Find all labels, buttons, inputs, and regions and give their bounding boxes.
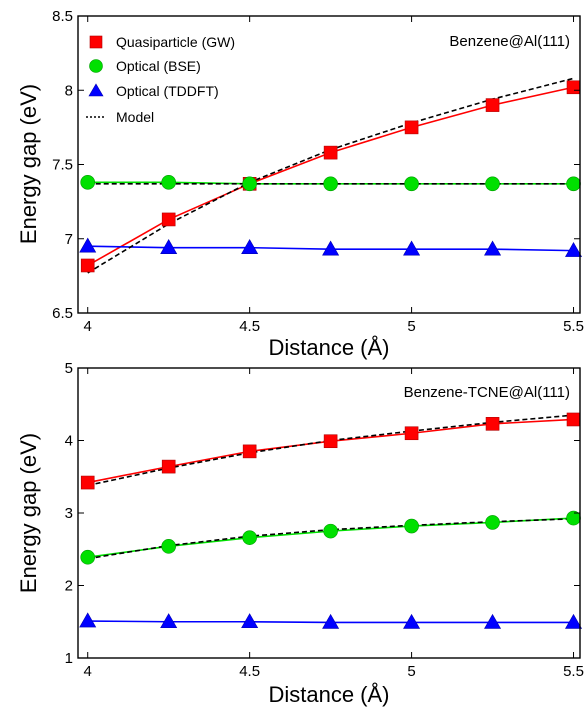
legend: Quasiparticle (GW) Optical (BSE) Optical…	[86, 34, 235, 125]
top-panel-marks	[79, 77, 583, 274]
bottom-panel: 4 4.5 5 5.5 1 2 3 4 5 Benzene-TCNE@Al(111) Dista…	[16, 360, 584, 707]
y-tick-label: 7	[65, 231, 73, 248]
bottom-panel-annotation: Benzene-TCNE@Al(111)	[404, 384, 570, 401]
y-tick-label: 5	[65, 360, 73, 377]
data-point-circle	[161, 175, 176, 190]
bottom-panel-marks	[79, 412, 583, 629]
data-point-square	[404, 120, 419, 135]
series-line-square	[87, 418, 574, 484]
bottom-panel-ticks: 4 4.5 5 5.5 1 2 3 4 5	[65, 360, 584, 680]
data-point-circle	[323, 176, 338, 192]
x-tick-label: 5.5	[563, 318, 584, 335]
legend-entry-model: Model	[86, 109, 154, 125]
data-point-triangle	[322, 613, 340, 629]
data-point-circle	[485, 176, 500, 192]
data-point-triangle	[79, 612, 97, 628]
top-panel: 4 4.5 5 5.5 6.5 7 7.5 8 8.5 Benzene@Al(111) Dist…	[16, 8, 584, 360]
data-point-square	[242, 444, 257, 459]
data-point-circle	[80, 549, 96, 565]
x-tick-label: 4	[84, 318, 92, 335]
data-point-circle	[404, 518, 419, 534]
top-x-axis-label: Distance (Å)	[268, 335, 389, 360]
legend-entry-gw: Quasiparticle (GW)	[89, 34, 235, 50]
legend-label-tddft: Optical (TDDFT)	[116, 83, 219, 99]
data-point-triangle	[484, 240, 502, 256]
data-point-triangle	[403, 240, 421, 256]
data-point-triangle	[322, 240, 340, 256]
x-tick-label: 5.5	[563, 663, 584, 680]
x-tick-label: 4.5	[239, 318, 260, 335]
data-point-triangle	[160, 239, 178, 254]
top-panel-annotation: Benzene@Al(111)	[449, 33, 570, 50]
legend-circle-marker	[89, 59, 103, 73]
data-point-triangle	[565, 242, 583, 257]
legend-entry-tddft: Optical (TDDFT)	[88, 83, 219, 99]
data-point-square	[485, 98, 500, 112]
data-point-triangle	[241, 239, 259, 254]
data-point-circle	[566, 176, 581, 192]
data-point-circle	[485, 515, 500, 530]
data-point-square	[404, 426, 419, 441]
top-y-axis-label: Energy gap (eV)	[16, 84, 41, 244]
x-tick-label: 5	[407, 663, 415, 680]
y-tick-label: 3	[65, 505, 73, 522]
data-point-triangle	[79, 237, 97, 253]
legend-square-marker	[89, 35, 103, 49]
x-tick-label: 5	[407, 318, 415, 335]
data-point-circle	[404, 176, 419, 192]
data-point-square	[161, 459, 176, 474]
x-tick-label: 4.5	[239, 663, 260, 680]
data-point-triangle	[403, 613, 421, 629]
data-point-triangle	[565, 613, 583, 629]
legend-entry-bse: Optical (BSE)	[89, 58, 201, 74]
model-line	[87, 414, 574, 487]
bottom-plot-frame	[77, 367, 581, 659]
data-point-square	[161, 212, 176, 227]
y-tick-label: 8.5	[52, 8, 73, 25]
data-point-square	[80, 475, 95, 490]
data-point-circle	[242, 176, 257, 192]
y-tick-label: 1	[65, 650, 73, 667]
legend-label-bse: Optical (BSE)	[116, 58, 201, 74]
y-tick-label: 8	[65, 82, 73, 99]
data-point-square	[566, 80, 581, 95]
data-point-square	[323, 145, 338, 160]
data-point-triangle	[160, 613, 178, 629]
y-tick-label: 4	[65, 433, 73, 450]
data-point-square	[566, 412, 581, 427]
legend-label-model: Model	[116, 109, 154, 125]
data-point-circle	[323, 523, 338, 539]
bottom-x-axis-label: Distance (Å)	[268, 682, 389, 707]
data-point-square	[323, 434, 338, 449]
series-line-square	[87, 86, 574, 267]
y-tick-label: 2	[65, 578, 73, 595]
data-point-square	[485, 417, 500, 431]
data-point-circle	[80, 175, 96, 190]
data-point-circle	[161, 539, 176, 554]
legend-triangle-marker	[88, 83, 104, 97]
y-tick-label: 6.5	[52, 305, 73, 322]
top-panel-ticks: 4 4.5 5 5.5 6.5 7 7.5 8 8.5	[52, 8, 584, 335]
bottom-y-axis-label: Energy gap (eV)	[16, 433, 41, 593]
data-point-square	[80, 258, 95, 273]
data-point-triangle	[241, 613, 259, 629]
legend-label-gw: Quasiparticle (GW)	[116, 34, 235, 50]
x-tick-label: 4	[84, 663, 92, 680]
y-tick-label: 7.5	[52, 157, 73, 174]
data-point-circle	[242, 530, 257, 545]
data-point-triangle	[484, 613, 502, 629]
